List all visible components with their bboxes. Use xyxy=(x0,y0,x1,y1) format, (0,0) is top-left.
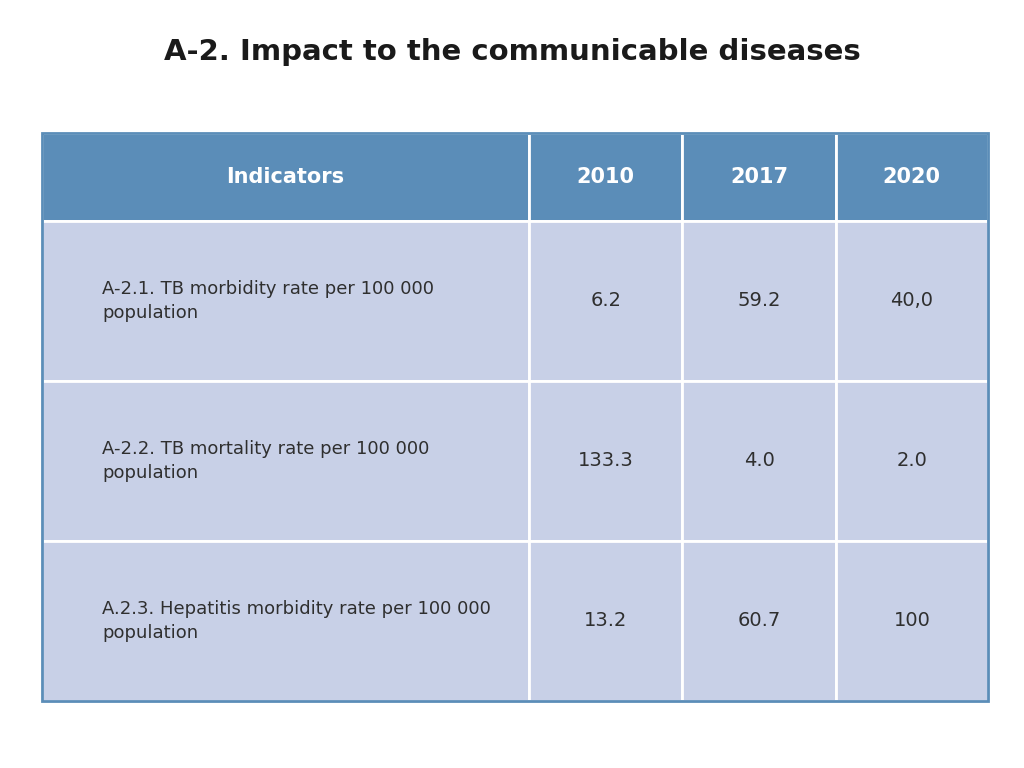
Bar xyxy=(682,221,836,381)
Bar xyxy=(836,133,988,221)
Text: 2010: 2010 xyxy=(577,167,635,187)
Text: 13.2: 13.2 xyxy=(584,611,628,631)
Bar xyxy=(836,381,988,541)
Bar xyxy=(682,541,836,701)
Text: 40,0: 40,0 xyxy=(890,292,933,310)
Text: 133.3: 133.3 xyxy=(578,452,634,471)
Bar xyxy=(529,381,682,541)
Text: 59.2: 59.2 xyxy=(737,292,781,310)
Bar xyxy=(529,133,682,221)
Text: 6.2: 6.2 xyxy=(590,292,622,310)
Bar xyxy=(682,133,836,221)
Text: A-2.2. TB mortality rate per 100 000
population: A-2.2. TB mortality rate per 100 000 pop… xyxy=(102,440,429,482)
Bar xyxy=(836,541,988,701)
Text: 2.0: 2.0 xyxy=(896,452,928,471)
Bar xyxy=(836,221,988,381)
Text: A-2.1. TB morbidity rate per 100 000
population: A-2.1. TB morbidity rate per 100 000 pop… xyxy=(102,280,434,322)
Text: 2020: 2020 xyxy=(883,167,941,187)
Text: 2017: 2017 xyxy=(730,167,788,187)
Bar xyxy=(42,541,529,701)
Text: 100: 100 xyxy=(893,611,930,631)
Text: A.2.3. Hepatitis morbidity rate per 100 000
population: A.2.3. Hepatitis morbidity rate per 100 … xyxy=(102,601,490,642)
Text: 4.0: 4.0 xyxy=(743,452,774,471)
Bar xyxy=(682,381,836,541)
Text: Indicators: Indicators xyxy=(226,167,345,187)
Text: A-2. Impact to the communicable diseases: A-2. Impact to the communicable diseases xyxy=(164,38,860,66)
Bar xyxy=(529,221,682,381)
Bar xyxy=(42,381,529,541)
Bar xyxy=(42,221,529,381)
Bar xyxy=(42,133,529,221)
Bar xyxy=(529,541,682,701)
Text: 60.7: 60.7 xyxy=(737,611,780,631)
Bar xyxy=(42,133,988,701)
